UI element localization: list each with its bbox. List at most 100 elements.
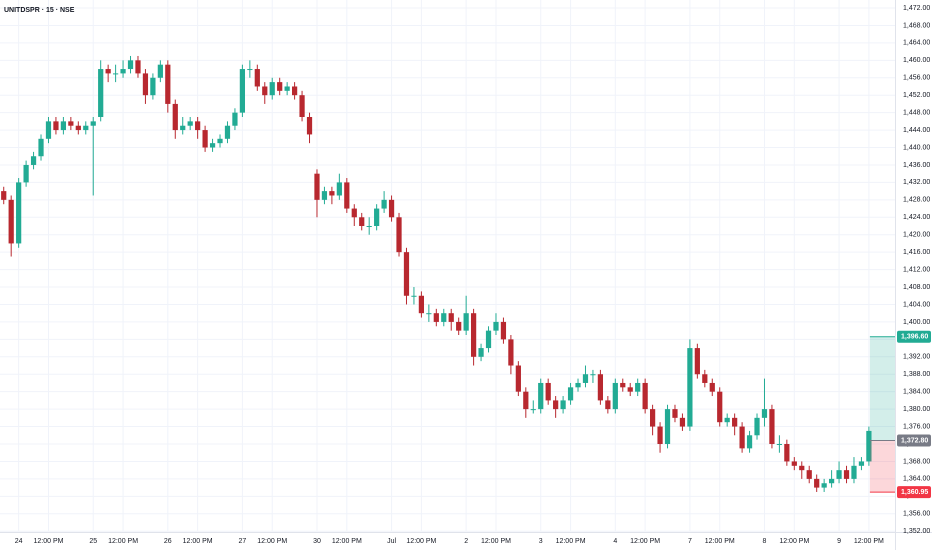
candle-body [90, 121, 96, 126]
candle-body [866, 430, 872, 462]
candle-body [776, 444, 783, 445]
candle-body [120, 69, 126, 74]
candle-body [530, 409, 536, 411]
candle-body [538, 382, 544, 410]
y-tick-label: 1,436.00 [903, 162, 930, 169]
candle-body [642, 382, 648, 410]
y-tick-label: 1,392.00 [903, 354, 930, 361]
candle-body [127, 60, 134, 70]
candle-body [657, 426, 663, 444]
candle-body [68, 121, 74, 126]
x-tick-label: 12:00 PM [556, 538, 586, 545]
candle-body [83, 125, 89, 131]
y-tick-label: 1,404.00 [903, 301, 930, 308]
candle-body [209, 143, 216, 148]
candle-body [769, 409, 775, 444]
y-tick-label: 1,352.00 [903, 528, 930, 535]
x-tick-label: 4 [613, 538, 617, 545]
candle-body [441, 313, 447, 322]
candle-body [165, 64, 171, 104]
candle-body [277, 82, 283, 91]
candle-body [694, 348, 700, 375]
candle-body [843, 470, 850, 479]
candle-body [30, 156, 37, 165]
candle-body [545, 382, 551, 401]
candle-body [508, 339, 514, 366]
candle-body [172, 103, 178, 131]
axes: 1,472.00 1,468.00 1,464.00 1,460.00 1,456.00… [15, 5, 931, 545]
candle-body [836, 470, 842, 479]
candle-body [433, 313, 439, 322]
y-tick-label: 1,456.00 [903, 75, 930, 82]
candle-body [620, 382, 626, 388]
x-tick-label: 12:00 PM [630, 538, 660, 545]
candle-body [649, 409, 656, 427]
candle-body [761, 409, 768, 418]
candle-body [60, 121, 67, 131]
x-tick-label: 12:00 PM [332, 538, 362, 545]
candle-body [112, 73, 119, 75]
candle-body [560, 400, 566, 410]
x-tick-label: 2 [464, 538, 468, 545]
candle-body [515, 365, 521, 392]
y-tick-label: 1,408.00 [903, 284, 930, 291]
y-tick-label: 1,420.00 [903, 232, 930, 239]
x-tick-label: 26 [164, 538, 172, 545]
candle-body [269, 82, 275, 96]
candle-body [254, 69, 260, 87]
y-tick-label: 1,376.00 [903, 423, 930, 430]
y-tick-label: 1,400.00 [903, 319, 930, 326]
candle-body [247, 69, 253, 71]
candle-body [732, 417, 738, 427]
candle-body [500, 321, 507, 340]
candle-body [597, 374, 604, 401]
candle-body [627, 387, 633, 392]
candle-body [23, 164, 29, 183]
candle-body [851, 465, 857, 479]
x-tick-label: 30 [313, 538, 321, 545]
x-tick-label: 12:00 PM [779, 538, 809, 545]
candle-body [336, 182, 342, 196]
candle-body [612, 382, 618, 410]
candle-body [702, 374, 708, 383]
candle-body [418, 295, 425, 314]
candle-body [553, 400, 559, 410]
candle-body [687, 348, 693, 427]
y-tick-label: 1,428.00 [903, 197, 930, 204]
price-label: 1,396.60 [901, 334, 928, 341]
candle-body [456, 321, 462, 331]
candle-body [858, 461, 865, 466]
candle-body [262, 86, 268, 96]
candle-body [16, 182, 22, 244]
candle-body [195, 121, 201, 131]
candle-body [75, 125, 81, 131]
candle-body [828, 478, 835, 484]
candle-body [224, 125, 231, 139]
candle-body [448, 313, 454, 322]
candle-body [284, 86, 290, 91]
y-tick-label: 1,472.00 [903, 5, 930, 12]
candle-body [321, 191, 328, 200]
x-tick-label: 24 [15, 538, 23, 545]
candle-body [314, 173, 320, 200]
x-tick-label: 12:00 PM [481, 538, 511, 545]
stop-zone [869, 440, 895, 493]
x-tick-label: 12:00 PM [854, 538, 884, 545]
candle-body [672, 409, 678, 418]
y-tick-label: 1,468.00 [903, 22, 930, 29]
candle-body [396, 217, 402, 253]
y-tick-label: 1,416.00 [903, 249, 930, 256]
candle-body [590, 374, 596, 376]
candle-body [291, 86, 298, 96]
candle-body [478, 348, 484, 357]
candle-body [567, 387, 574, 401]
candle-body [575, 382, 581, 388]
price-label-box [897, 330, 931, 343]
candle-body [202, 130, 208, 148]
y-tick-label: 1,364.00 [903, 476, 930, 483]
y-tick-label: 1,380.00 [903, 406, 930, 413]
price-label-box [897, 486, 931, 499]
candle-body [403, 252, 410, 296]
x-tick-label: 12:00 PM [108, 538, 138, 545]
